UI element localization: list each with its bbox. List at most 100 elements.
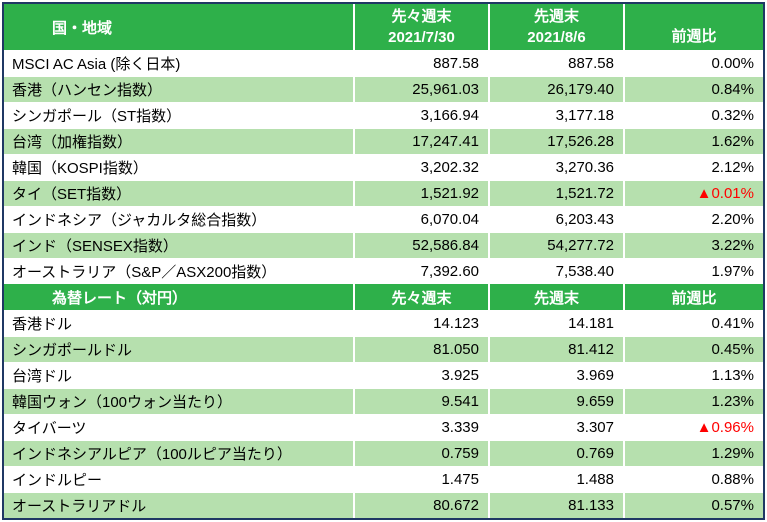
table-row: 香港（ハンセン指数） 25,961.03 26,179.40 0.84% <box>4 76 763 102</box>
prev1-value: 26,179.40 <box>488 77 623 102</box>
prev1-value: 3,270.36 <box>488 155 623 180</box>
row-label: 韓国ウォン（100ウォン当たり） <box>12 394 233 411</box>
prev2-value: 3,166.94 <box>353 103 488 128</box>
prev1-value: 3,177.18 <box>488 103 623 128</box>
prev2-value: 3,202.32 <box>353 155 488 180</box>
prev2-value: 887.58 <box>353 51 488 76</box>
table-row: インドネシアルピア（100ルピア当たり） 0.759 0.769 1.29% <box>4 440 763 466</box>
prev2-value: 80.672 <box>353 493 488 518</box>
prev2-value: 3.925 <box>353 363 488 388</box>
prev1-value: 1.488 <box>488 467 623 492</box>
prev1-value: 7,538.40 <box>488 259 623 284</box>
prev1-value: 3.307 <box>488 415 623 440</box>
row-label: オーストラリアドル <box>12 498 147 515</box>
change-value: 0.57% <box>623 493 763 518</box>
prev1-value: 9.659 <box>488 389 623 414</box>
change-value: 0.45% <box>623 337 763 362</box>
table-row: オーストラリア（S&P／ASX200指数） 7,392.60 7,538.40 … <box>4 258 763 284</box>
table-row: 台湾（加権指数） 17,247.41 17,526.28 1.62% <box>4 128 763 154</box>
change-value: 0.88% <box>623 467 763 492</box>
row-label: 香港（ハンセン指数） <box>12 82 163 99</box>
prev2-value: 52,586.84 <box>353 233 488 258</box>
fx-table-header: 為替レート（対円） 先々週末 先週末 前週比 <box>4 284 763 310</box>
change-value: 1.62% <box>623 129 763 154</box>
table-row: オーストラリアドル 80.672 81.133 0.57% <box>4 492 763 518</box>
index-table-header: 国・地域 先々週末 2021/7/30 先週末 2021/8/6 前週比 <box>4 4 763 50</box>
header-fx-title: 為替レート（対円） <box>52 289 188 307</box>
prev1-value: 81.412 <box>488 337 623 362</box>
header-prev1-date: 2021/8/6 <box>527 29 586 46</box>
row-label: 韓国（KOSPI指数） <box>12 160 148 177</box>
table-row: インド（SENSEX指数） 52,586.84 54,277.72 3.22% <box>4 232 763 258</box>
row-label: タイバーツ <box>12 420 87 437</box>
prev1-value: 81.133 <box>488 493 623 518</box>
header-prev2-date: 2021/7/30 <box>388 29 455 46</box>
header-prev2-week: 先々週末 2021/7/30 <box>353 4 488 50</box>
table-row: 韓国（KOSPI指数） 3,202.32 3,270.36 2.12% <box>4 154 763 180</box>
header-fx-prev1: 先週末 <box>488 284 623 310</box>
header-prev1-label: 先週末 <box>533 8 579 25</box>
table-row: インドルピー 1.475 1.488 0.88% <box>4 466 763 492</box>
row-label: インドネシアルピア（100ルピア当たり） <box>12 446 292 463</box>
table-row: 香港ドル 14.123 14.181 0.41% <box>4 310 763 336</box>
change-value: 0.41% <box>623 311 763 336</box>
row-label: タイ（SET指数） <box>12 186 132 203</box>
prev1-value: 6,203.43 <box>488 207 623 232</box>
change-value: 2.20% <box>623 207 763 232</box>
prev2-value: 1.475 <box>353 467 488 492</box>
table-row: シンガポールドル 81.050 81.412 0.45% <box>4 336 763 362</box>
header-region: 国・地域 <box>52 19 113 37</box>
change-value: 0.84% <box>623 77 763 102</box>
prev2-value: 17,247.41 <box>353 129 488 154</box>
prev2-value: 25,961.03 <box>353 77 488 102</box>
row-label: 台湾ドル <box>12 368 73 385</box>
change-value: 3.22% <box>623 233 763 258</box>
row-label: インドルピー <box>12 472 103 489</box>
change-value: 1.29% <box>623 441 763 466</box>
table-row: タイバーツ 3.339 3.307 ▲0.96% <box>4 414 763 440</box>
row-label: 香港ドル <box>12 316 73 333</box>
prev1-value: 887.58 <box>488 51 623 76</box>
change-value: 1.13% <box>623 363 763 388</box>
prev2-value: 0.759 <box>353 441 488 466</box>
row-label: 台湾（加権指数） <box>12 134 133 151</box>
row-label: オーストラリア（S&P／ASX200指数） <box>12 264 277 281</box>
header-prev2-label: 先々週末 <box>391 8 452 25</box>
table-row: シンガポール（ST指数） 3,166.94 3,177.18 0.32% <box>4 102 763 128</box>
change-value: ▲0.01% <box>623 181 763 206</box>
table-row: インドネシア（ジャカルタ総合指数） 6,070.04 6,203.43 2.20… <box>4 206 763 232</box>
header-change: 前週比 <box>623 4 763 50</box>
table-row: MSCI AC Asia (除く日本) 887.58 887.58 0.00% <box>4 50 763 76</box>
row-label: インド（SENSEX指数） <box>12 238 178 255</box>
prev1-value: 1,521.72 <box>488 181 623 206</box>
row-label: シンガポールドル <box>12 342 133 359</box>
prev1-value: 0.769 <box>488 441 623 466</box>
header-fx-prev2: 先々週末 <box>353 284 488 310</box>
prev1-value: 3.969 <box>488 363 623 388</box>
index-table-rows: MSCI AC Asia (除く日本) 887.58 887.58 0.00% … <box>4 50 763 284</box>
table-row: タイ（SET指数） 1,521.92 1,521.72 ▲0.01% <box>4 180 763 206</box>
prev2-value: 14.123 <box>353 311 488 336</box>
prev1-value: 14.181 <box>488 311 623 336</box>
row-label: MSCI AC Asia (除く日本) <box>12 56 181 73</box>
prev2-value: 3.339 <box>353 415 488 440</box>
header-fx-change: 前週比 <box>623 284 763 310</box>
change-value: 0.32% <box>623 103 763 128</box>
prev2-value: 6,070.04 <box>353 207 488 232</box>
table-row: 台湾ドル 3.925 3.969 1.13% <box>4 362 763 388</box>
change-value: ▲0.96% <box>623 415 763 440</box>
prev1-value: 17,526.28 <box>488 129 623 154</box>
row-label: インドネシア（ジャカルタ総合指数） <box>12 212 267 229</box>
prev2-value: 7,392.60 <box>353 259 488 284</box>
table-row: 韓国ウォン（100ウォン当たり） 9.541 9.659 1.23% <box>4 388 763 414</box>
fx-table-rows: 香港ドル 14.123 14.181 0.41% シンガポールドル 81.050… <box>4 310 763 518</box>
change-value: 2.12% <box>623 155 763 180</box>
prev2-value: 1,521.92 <box>353 181 488 206</box>
change-value: 0.00% <box>623 51 763 76</box>
row-label: シンガポール（ST指数） <box>12 108 182 125</box>
header-prev1-week: 先週末 2021/8/6 <box>488 4 623 50</box>
prev2-value: 9.541 <box>353 389 488 414</box>
prev1-value: 54,277.72 <box>488 233 623 258</box>
prev2-value: 81.050 <box>353 337 488 362</box>
